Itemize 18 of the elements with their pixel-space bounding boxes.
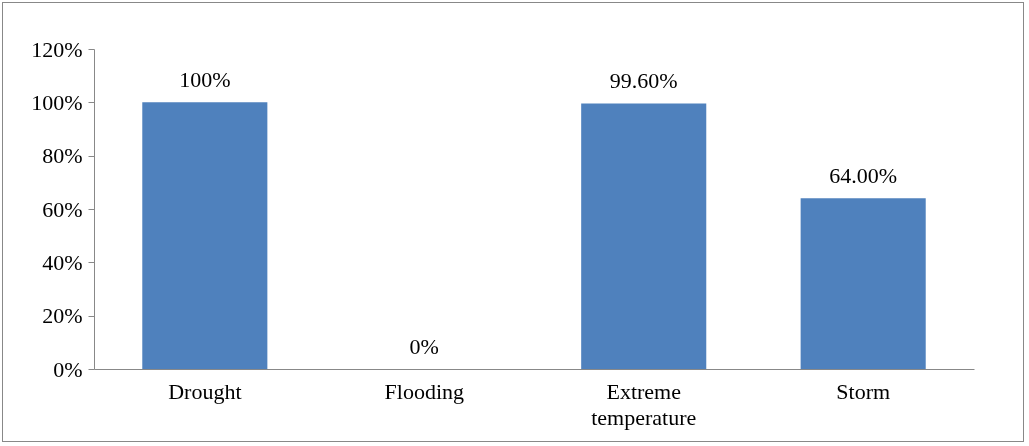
data-label: 100% <box>179 67 231 93</box>
bar <box>800 198 926 369</box>
y-tick-label: 100% <box>31 89 83 115</box>
data-label: 64.00% <box>829 163 898 189</box>
y-tick-label: 40% <box>42 249 83 275</box>
x-tick-label: Extreme temperature <box>591 378 697 430</box>
y-tick-label: 20% <box>42 303 83 329</box>
y-tick-label: 120% <box>31 36 83 62</box>
y-tick-label: 0% <box>53 356 83 382</box>
bar <box>581 103 707 369</box>
data-label: 99.60% <box>609 68 678 94</box>
x-tick-label: Flooding <box>384 378 465 404</box>
y-tick-label: 80% <box>42 143 83 169</box>
y-tick-label: 60% <box>42 196 83 222</box>
x-tick-label: Drought <box>168 378 242 404</box>
data-label: 0% <box>409 334 439 359</box>
bar <box>142 102 268 369</box>
x-tick-label: Storm <box>836 378 891 404</box>
